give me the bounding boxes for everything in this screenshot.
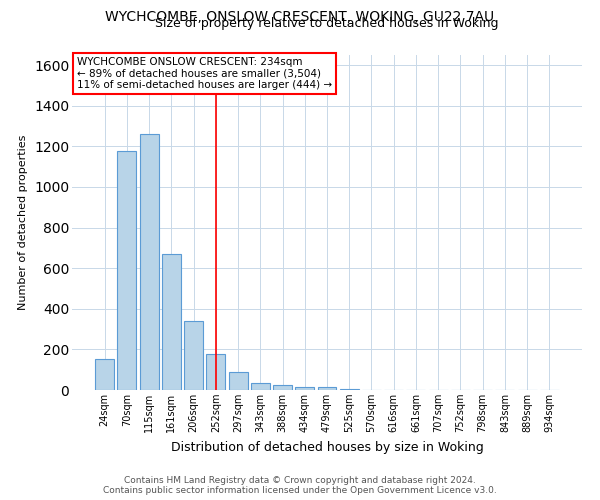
Bar (95, 358, 114, 390)
Bar (140, 134, 158, 390)
Text: WYCHCOMBE, ONSLOW CRESCENT, WOKING, GU22 7AU: WYCHCOMBE, ONSLOW CRESCENT, WOKING, GU22… (106, 10, 494, 24)
Bar (317, 387, 337, 390)
Y-axis label: Number of detached properties: Number of detached properties (19, 135, 28, 310)
Text: WYCHCOMBE ONSLOW CRESCENT: 234sqm
← 89% of detached houses are smaller (3,504)
1: WYCHCOMBE ONSLOW CRESCENT: 234sqm ← 89% … (77, 56, 332, 90)
Bar (340, 389, 359, 390)
Title: Size of property relative to detached houses in Woking: Size of property relative to detached ho… (155, 17, 499, 30)
Bar (118, 152, 136, 390)
Bar (206, 354, 225, 390)
X-axis label: Distribution of detached houses by size in Woking: Distribution of detached houses by size … (170, 440, 484, 454)
Bar (273, 385, 292, 390)
Bar (251, 383, 270, 390)
Bar (162, 254, 181, 390)
Bar (295, 388, 314, 390)
Bar (184, 321, 203, 390)
Bar (229, 372, 248, 390)
Text: Contains HM Land Registry data © Crown copyright and database right 2024.
Contai: Contains HM Land Registry data © Crown c… (103, 476, 497, 495)
